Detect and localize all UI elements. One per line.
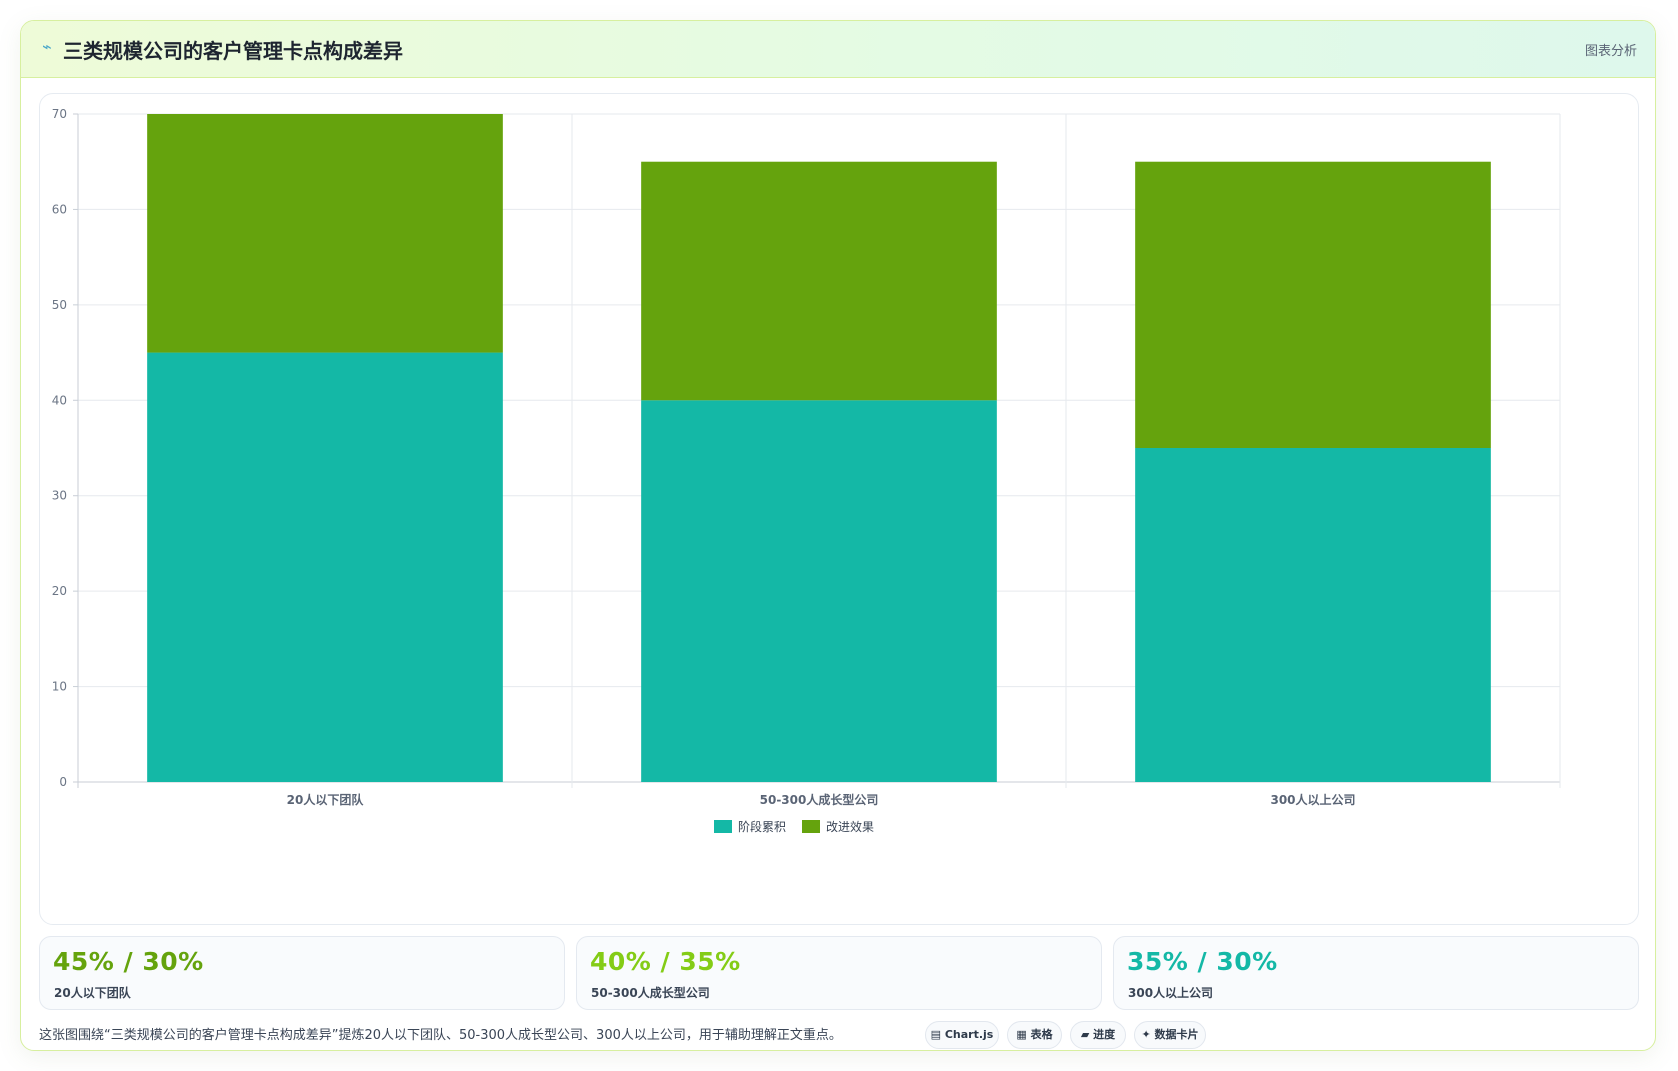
chart-panel: 0 10 20 30 40 50 60 70 20人以下团队 50-300人成长型公司 300人以上…: [39, 93, 1639, 925]
stat-label: 50-300人成长型公司: [591, 986, 710, 1000]
stat-value: 35% / 30%: [1127, 947, 1278, 976]
stacked-bar-chart: 0 10 20 30 40 50 60 70 20人以下团队 50-300人成长型公司 300人以上…: [52, 107, 1561, 834]
chip-chartjs[interactable]: ▤ Chart.js: [925, 1021, 999, 1049]
legend-label: 改进效果: [826, 819, 874, 834]
x-tick-label: 300人以上公司: [1270, 792, 1355, 807]
y-tick-label: 50: [52, 298, 67, 312]
card-header: ⌁ 三类规模公司的客户管理卡点构成差异 图表分析: [21, 21, 1655, 78]
x-tick-label: 20人以下团队: [287, 792, 365, 807]
legend-swatch: [802, 820, 820, 833]
stat-card-large-company: 35% / 30% 300人以上公司: [1113, 936, 1639, 1010]
chart-caption: 这张图围绕“三类规模公司的客户管理卡点构成差异”提炼20人以下团队、50-300…: [39, 1028, 842, 1043]
y-tick-label: 10: [52, 680, 67, 694]
x-tick-label: 50-300人成长型公司: [760, 792, 879, 807]
chip-table[interactable]: ▦ 表格: [1007, 1021, 1062, 1049]
y-tick-label: 60: [52, 202, 67, 216]
chip-progress[interactable]: ▰ 进度: [1070, 1021, 1126, 1049]
stat-cards: 45% / 30% 20人以下团队 40% / 35% 50-300人成长型公司…: [39, 936, 1639, 1010]
bar-segment: [641, 400, 997, 782]
y-tick-label: 20: [52, 584, 67, 598]
stat-value: 40% / 35%: [590, 947, 741, 976]
chart-card: ⌁ 三类规模公司的客户管理卡点构成差异 图表分析 0 10 20 30 40 50 60 70…: [20, 20, 1656, 1051]
legend-label: 阶段累积: [738, 819, 786, 834]
y-tick-label: 0: [59, 775, 67, 789]
y-tick-label: 30: [52, 489, 67, 503]
bar-segment: [1135, 448, 1491, 782]
y-tick-label: 40: [52, 393, 67, 407]
trend-icon: ⌁: [42, 37, 52, 56]
stat-value: 45% / 30%: [53, 947, 204, 976]
stat-card-growth-company: 40% / 35% 50-300人成长型公司: [576, 936, 1102, 1010]
stat-label: 300人以上公司: [1128, 986, 1214, 1000]
legend-swatch: [714, 820, 732, 833]
bar-segment: [1135, 161, 1491, 448]
header-tag: 图表分析: [1584, 44, 1637, 59]
bar-segment: [641, 161, 997, 401]
card-title: 三类规模公司的客户管理卡点构成差异: [63, 39, 403, 63]
bar-segment: [147, 114, 503, 353]
chip-data-card[interactable]: ✦ 数据卡片: [1134, 1021, 1206, 1049]
stat-label: 20人以下团队: [54, 986, 131, 1000]
stat-card-small-team: 45% / 30% 20人以下团队: [39, 936, 565, 1010]
y-tick-label: 70: [52, 107, 67, 121]
bar-segment: [147, 352, 503, 782]
